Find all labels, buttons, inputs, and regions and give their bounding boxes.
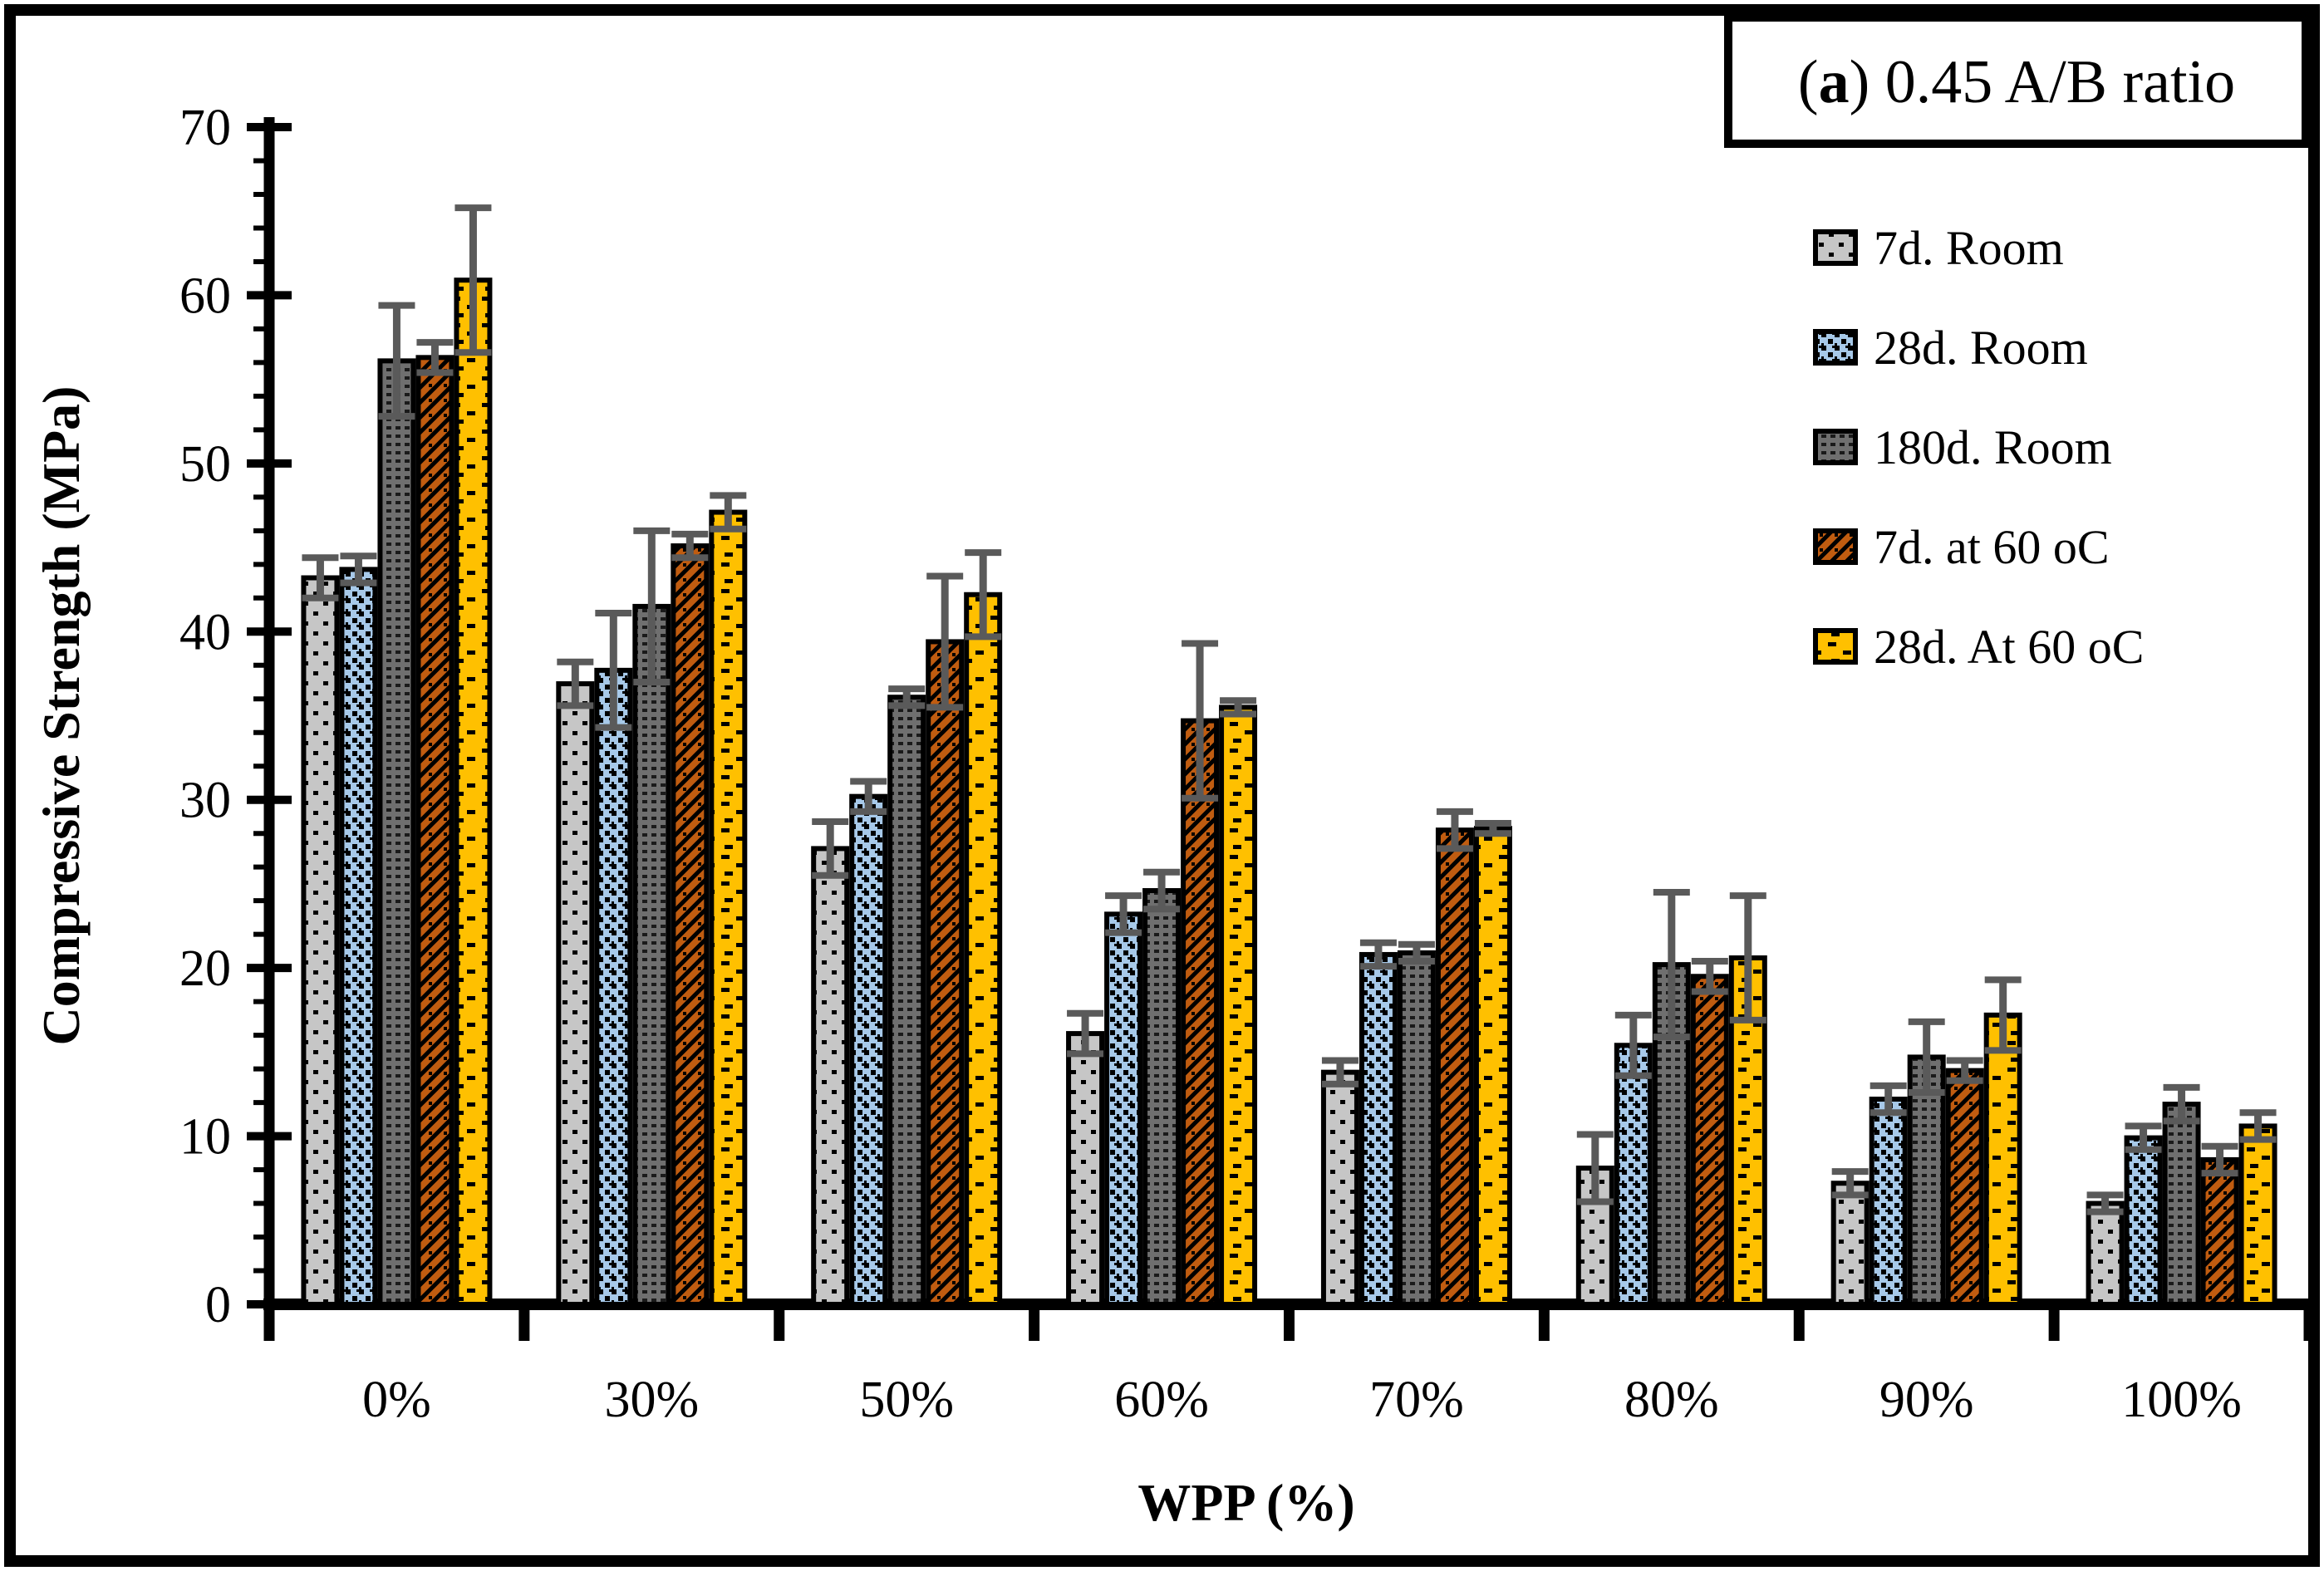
panel-title-box: (a) 0.45 A/B ratio	[1724, 13, 2310, 148]
bar-180d-room-50%	[887, 695, 926, 1307]
bar-7d-at-60-oc-100%	[2200, 1156, 2239, 1307]
legend: 7d. Room 28d. Room 180d. Room 7d. at 60 oC 2…	[1813, 221, 2145, 674]
bar-7d-at-60-oc-30%	[671, 543, 710, 1307]
bar-180d-room-60%	[1142, 888, 1182, 1308]
bar-180d-room-0%	[377, 358, 416, 1307]
x-tick-label: 80%	[1624, 1372, 1719, 1428]
legend-swatch	[1813, 329, 1858, 366]
bar-7d-room-100%	[2086, 1200, 2125, 1307]
bar-7d-at-60-oc-90%	[1945, 1068, 1984, 1307]
bar-180d-room-90%	[1907, 1054, 1946, 1308]
legend-swatch	[1813, 528, 1858, 565]
y-tick-label: 0	[205, 1277, 231, 1333]
bar-28d-at-60-oc-90%	[1983, 1012, 2022, 1308]
bar-7d-room-90%	[1830, 1181, 1870, 1308]
y-tick-label: 60	[179, 268, 231, 324]
legend-swatch	[1813, 628, 1858, 665]
bar-28d-at-60-oc-50%	[964, 592, 1003, 1307]
legend-label: 7d. at 60 oC	[1874, 520, 2110, 574]
bar-7d-room-30%	[556, 681, 595, 1307]
legend-swatch	[1813, 229, 1858, 266]
bar-180d-room-70%	[1397, 950, 1436, 1308]
panel-title-text: (a) 0.45 A/B ratio	[1798, 48, 2235, 116]
bar-28d-room-70%	[1359, 951, 1398, 1308]
bar-28d-at-60-oc-70%	[1473, 826, 1512, 1307]
bar-7d-at-60-oc-50%	[926, 639, 965, 1307]
axis-labels-layer: 0 10 20 30 40 50 60 70 0% 30% 50% 60% 70% 80% 90% 100% C…	[32, 100, 2242, 1532]
bar-28d-at-60-oc-100%	[2238, 1123, 2277, 1307]
x-tick-label: 90%	[1879, 1372, 1974, 1428]
bar-28d-room-50%	[849, 793, 888, 1307]
x-axis-title: WPP (%)	[1137, 1473, 1354, 1532]
y-tick-label: 30	[179, 773, 231, 829]
x-tick-label: 100%	[2121, 1372, 2242, 1428]
error-bars-layer	[302, 204, 2277, 1215]
legend-item-2: 28d. Room	[1813, 321, 2088, 375]
y-tick-label: 40	[179, 604, 231, 660]
legend-item-5: 28d. At 60 oC	[1813, 620, 2145, 674]
bar-28d-at-60-oc-30%	[709, 509, 748, 1307]
y-axis-title: Compressive Strength (MPa)	[32, 386, 91, 1046]
bar-7d-at-60-oc-70%	[1435, 827, 1474, 1307]
bar-7d-room-50%	[811, 846, 850, 1307]
y-tick-label: 10	[179, 1109, 231, 1166]
y-tick-label: 20	[179, 940, 231, 997]
x-tick-label: 60%	[1114, 1372, 1209, 1428]
bar-28d-room-30%	[594, 667, 633, 1307]
bar-7d-at-60-oc-60%	[1181, 718, 1220, 1307]
legend-item-4: 7d. at 60 oC	[1813, 520, 2110, 574]
y-tick-label: 70	[179, 100, 231, 156]
bar-7d-at-60-oc-80%	[1690, 974, 1729, 1307]
bar-28d-at-60-oc-60%	[1219, 704, 1258, 1307]
bar-28d-room-80%	[1614, 1043, 1653, 1307]
bar-28d-room-60%	[1104, 911, 1143, 1307]
legend-item-1: 7d. Room	[1813, 221, 2064, 275]
bar-7d-room-70%	[1320, 1069, 1359, 1307]
bar-7d-room-0%	[301, 575, 340, 1307]
bar-7d-at-60-oc-0%	[415, 355, 454, 1307]
bar-7d-room-60%	[1066, 1031, 1105, 1307]
bar-180d-room-30%	[632, 603, 671, 1307]
x-tick-label: 50%	[859, 1372, 954, 1428]
bar-28d-at-60-oc-0%	[454, 277, 493, 1308]
legend-label: 7d. Room	[1874, 221, 2064, 275]
legend-label: 28d. Room	[1874, 321, 2088, 375]
bar-180d-room-100%	[2162, 1102, 2201, 1307]
y-tick-label: 50	[179, 436, 231, 493]
legend-label: 180d. Room	[1874, 420, 2112, 474]
bar-28d-room-0%	[339, 567, 378, 1307]
legend-item-3: 180d. Room	[1813, 420, 2112, 474]
legend-label: 28d. At 60 oC	[1874, 620, 2145, 674]
panel-title-border	[1724, 13, 2310, 148]
x-tick-label: 70%	[1369, 1372, 1464, 1428]
x-tick-label: 0%	[362, 1372, 431, 1428]
x-tick-label: 30%	[604, 1372, 699, 1428]
legend-swatch	[1813, 429, 1858, 465]
bar-28d-room-100%	[2124, 1135, 2163, 1307]
figure-frame	[4, 4, 2320, 1567]
bar-28d-room-90%	[1869, 1097, 1908, 1307]
